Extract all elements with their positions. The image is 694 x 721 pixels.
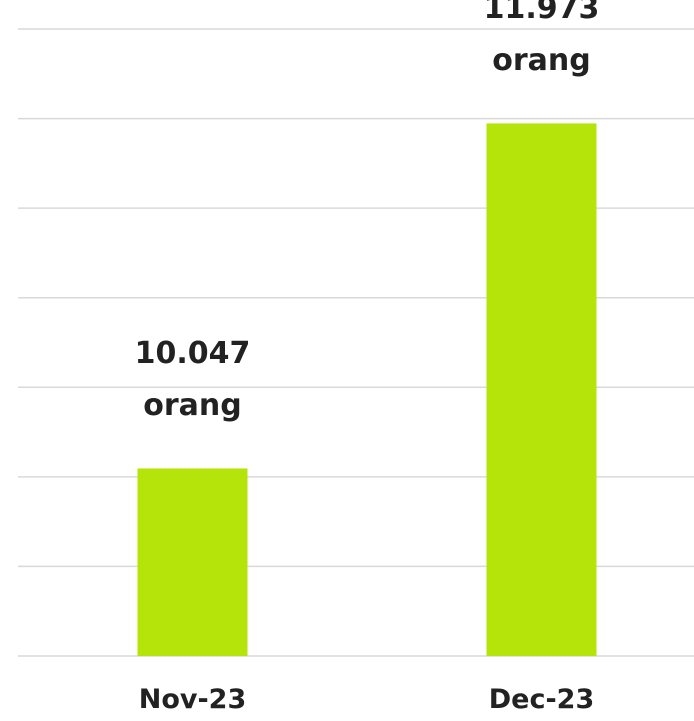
bar <box>486 123 597 657</box>
x-tick-label: Dec-23 <box>488 684 595 715</box>
bar <box>137 468 248 656</box>
data-label: 11.973 orang <box>483 0 600 79</box>
x-tick-label: Nov-23 <box>138 684 247 715</box>
data-label: 10.047 orang <box>134 336 251 424</box>
